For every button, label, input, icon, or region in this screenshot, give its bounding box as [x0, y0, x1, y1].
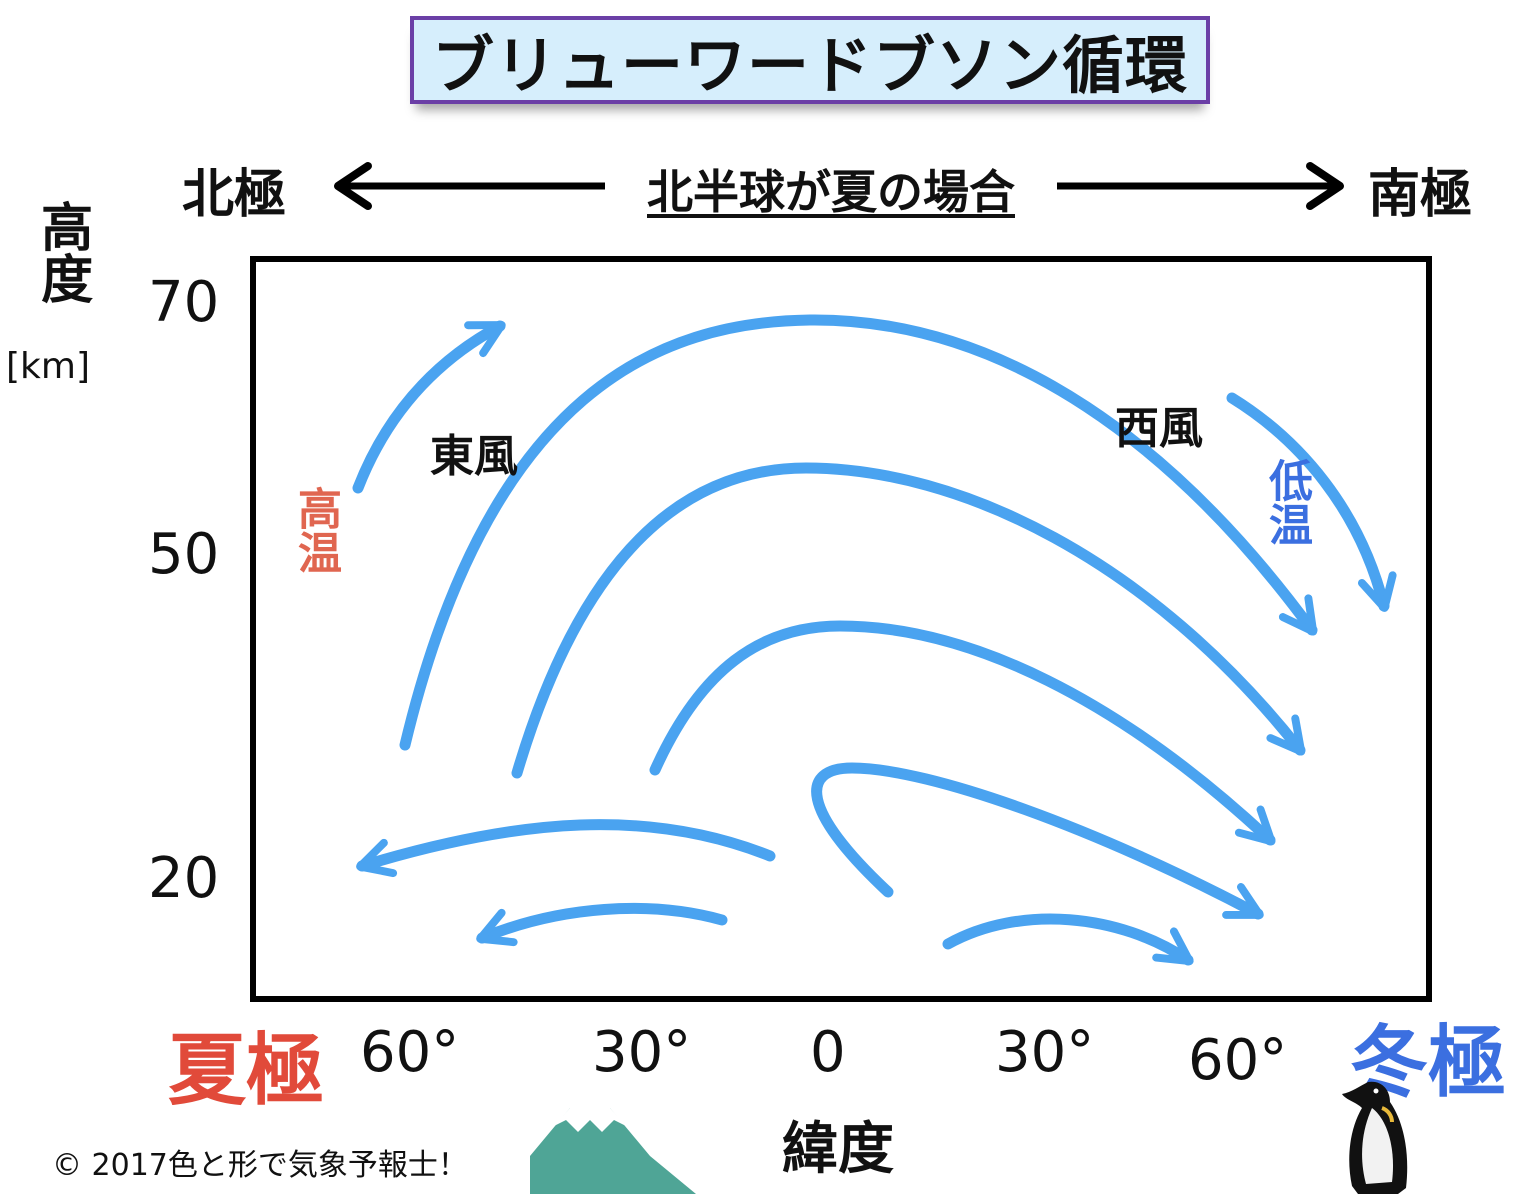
circulation-arrow-icon — [352, 320, 506, 494]
y-axis-unit: [km] — [6, 346, 91, 387]
y-tick-50: 50 — [148, 522, 220, 587]
circulation-arrow-icon — [511, 462, 1306, 779]
title-box: ブリューワードブソン循環 — [410, 16, 1210, 104]
y-axis-label: 高度 — [31, 200, 92, 304]
x-tick-30-north: 30° — [592, 1020, 692, 1085]
penguin-icon — [1342, 1081, 1408, 1194]
circulation-arrow-icon — [811, 762, 1264, 920]
plot-frame — [250, 256, 1432, 1002]
y-tick-20: 20 — [148, 846, 220, 911]
high-temp-label: 高温 — [290, 486, 341, 574]
east-wind-label: 東風 — [430, 431, 518, 482]
x-axis-label: 緯度 — [782, 1117, 894, 1182]
north-pole-label: 北極 — [182, 165, 287, 225]
circulation-arrow-icon — [399, 314, 1318, 751]
diagram-title: ブリューワードブソン循環 — [431, 29, 1188, 102]
x-tick-60-north: 60° — [360, 1020, 460, 1085]
hemisphere-caption: 北半球が夏の場合 — [605, 156, 1057, 222]
circulation-arrow-icon — [356, 819, 776, 878]
west-wind-label: 西風 — [1115, 403, 1203, 454]
circulation-arrow-icon — [476, 902, 728, 947]
circulation-arrow-icon — [649, 620, 1276, 846]
summer-pole-label: 夏極 — [168, 1026, 325, 1116]
x-tick-0: 0 — [810, 1020, 846, 1085]
copyright-credit: © 2017色と形で気象予報士！ — [52, 1148, 468, 1183]
circulation-arrow-icon — [942, 913, 1194, 966]
low-temp-label: 低温 — [1261, 458, 1312, 546]
x-tick-60-south: 60° — [1188, 1028, 1288, 1093]
y-tick-70: 70 — [148, 270, 220, 335]
circulation-arrow-icon — [1226, 392, 1397, 612]
x-tick-30-south: 30° — [995, 1020, 1095, 1085]
south-pole-label: 南極 — [1368, 165, 1473, 225]
mount-fuji-icon — [494, 1108, 696, 1194]
